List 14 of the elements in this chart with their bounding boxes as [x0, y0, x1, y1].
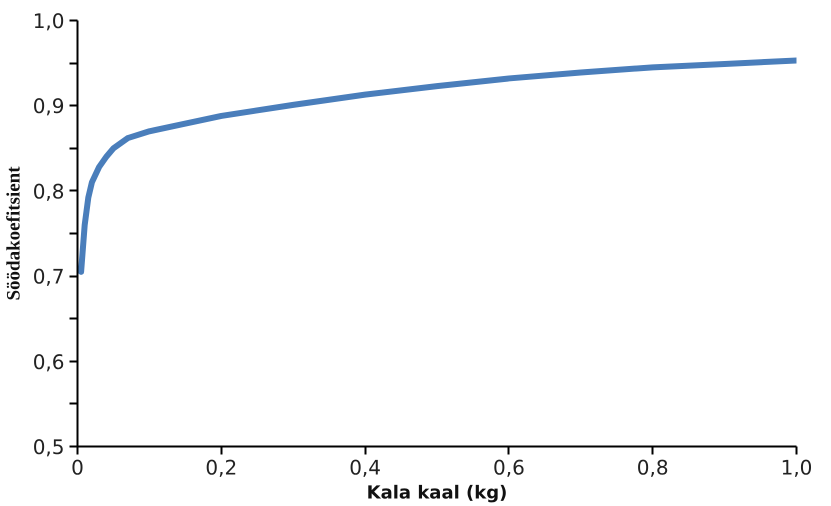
y-tick-label: 0,6: [32, 350, 65, 374]
x-tick-label: 1,0: [780, 456, 812, 480]
y-tick-label: 0,5: [32, 435, 65, 459]
x-tick-label: 0,2: [205, 456, 238, 480]
y-tick-label: 0,8: [32, 179, 65, 204]
y-tick-label: 0,7: [32, 264, 65, 289]
y-tick-label: 1,0: [32, 9, 65, 33]
x-tick-label: 0,8: [636, 456, 669, 480]
x-axis-title: Kala kaal (kg): [366, 482, 508, 504]
x-tick-label: 0: [71, 456, 84, 480]
x-tick-label: 0,6: [492, 456, 525, 480]
y-axis-title: Söödakoefitsient: [4, 166, 25, 301]
y-tick-label: 0,9: [32, 94, 65, 118]
x-tick-label: 0,4: [349, 456, 382, 480]
